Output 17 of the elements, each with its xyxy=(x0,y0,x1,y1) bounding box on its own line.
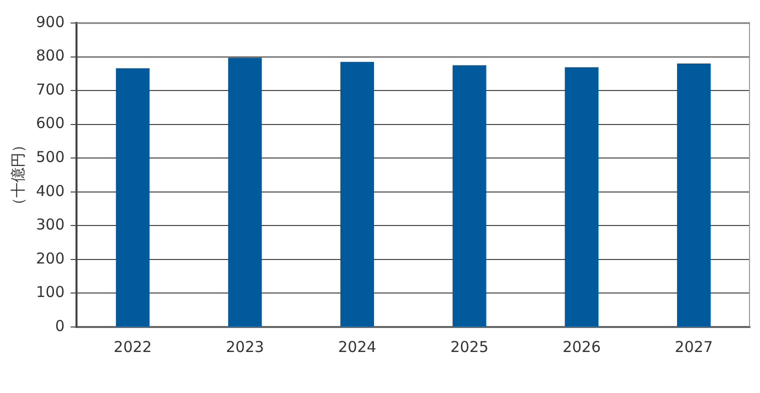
y-tick-label: 600 xyxy=(36,114,65,132)
x-tick-label: 2024 xyxy=(338,338,376,356)
y-tick-label: 700 xyxy=(36,80,65,98)
x-tick-label: 2023 xyxy=(226,338,264,356)
y-tick-label: 800 xyxy=(36,46,65,65)
x-tick-label: 2027 xyxy=(674,338,713,356)
y-tick-label: 300 xyxy=(36,216,65,234)
y-tick-label: 100 xyxy=(36,283,65,302)
y-axis-title: （十億円） xyxy=(8,138,27,212)
y-tick-label: 0 xyxy=(55,316,65,335)
y-tick-label: 500 xyxy=(36,148,65,166)
x-tick-label: 2022 xyxy=(114,338,152,356)
x-tick-label: 2025 xyxy=(450,338,489,356)
x-tick-label: 2026 xyxy=(562,338,601,356)
y-tick-label: 200 xyxy=(36,249,65,268)
y-tick-label: 400 xyxy=(36,182,65,200)
y-tick-label: 900 xyxy=(36,12,65,31)
